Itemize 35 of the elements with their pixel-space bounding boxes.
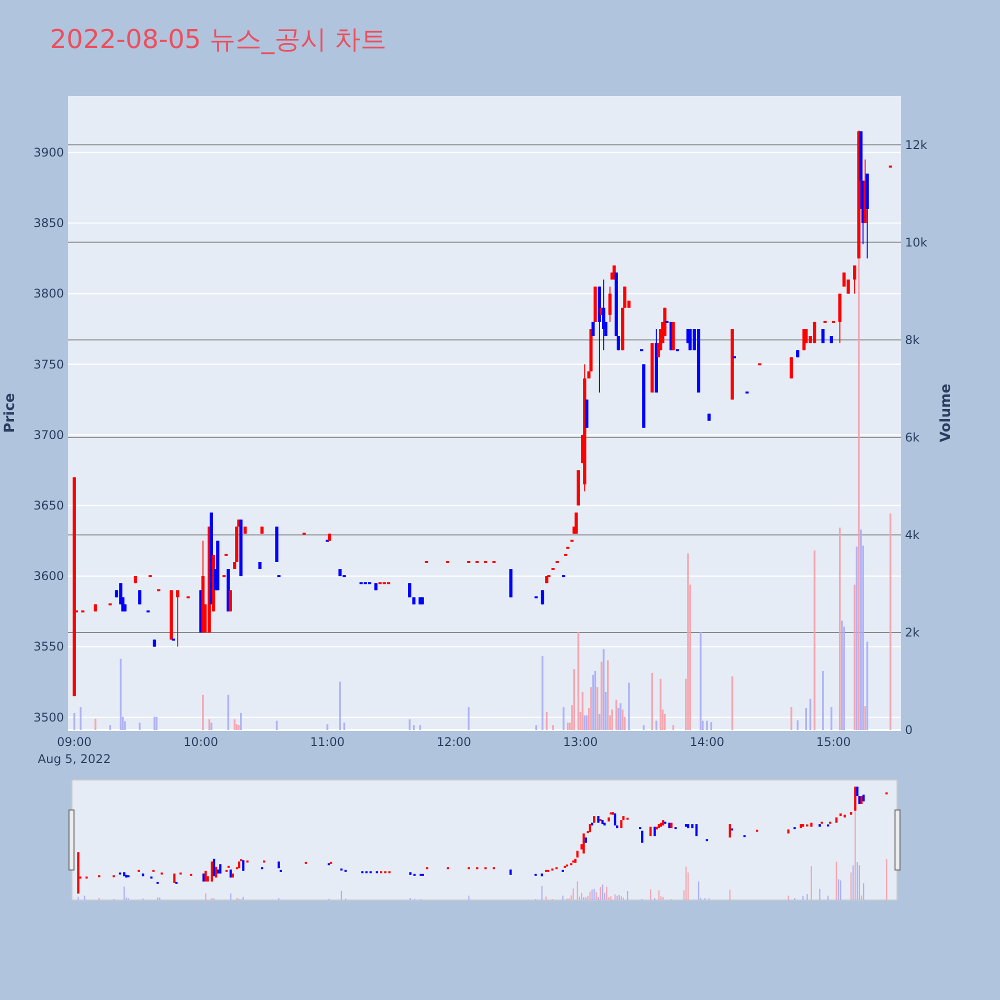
candlestick — [608, 286, 612, 322]
y-axis-title: Price — [2, 393, 18, 433]
candlestick — [228, 590, 232, 612]
y-tick-label: 3600 — [33, 569, 64, 584]
candlestick — [138, 590, 142, 605]
candlestick — [540, 590, 544, 605]
y2-tick-label: 2k — [905, 625, 920, 640]
text: Aug 5, 2022 — [38, 752, 111, 766]
y2-tick-label: 8k — [905, 332, 920, 347]
x-tick-label: 13:00 — [563, 735, 598, 749]
y2-tick-label: 6k — [905, 430, 920, 444]
candlestick — [176, 590, 180, 648]
chart-title: 2022-08-05 뉴스_공시 차트 — [50, 25, 387, 55]
y2-tick-label: 12k — [905, 138, 928, 152]
y-tick-label: 3800 — [33, 286, 64, 301]
candlestick — [853, 264, 856, 294]
y-tick-label: 3900 — [33, 145, 64, 160]
x-tick-label: 14:00 — [690, 735, 724, 749]
x-tick-label: 11:00 — [310, 735, 345, 749]
y2-tick-label: 10k — [905, 235, 928, 250]
x-tick-label: 10:00 — [184, 735, 218, 749]
y2-axis-title: Volume — [938, 384, 954, 442]
candlestick — [408, 582, 412, 598]
y-tick-label: 3850 — [33, 216, 64, 230]
y-tick-label: 3650 — [33, 498, 64, 512]
y-tick-label: 3700 — [33, 428, 64, 442]
candlestick — [790, 356, 793, 379]
x-tick-label: 15:00 — [816, 735, 851, 749]
y-tick-label: 3750 — [33, 357, 64, 372]
y2-tick-label: 0 — [905, 723, 913, 737]
y2-tick-label: 4k — [905, 528, 920, 542]
y-tick-label: 3550 — [33, 640, 64, 654]
x-tick-label: 09:00 — [57, 735, 92, 749]
y-tick-label: 3500 — [33, 710, 64, 724]
x-tick-label: 12:00 — [436, 735, 472, 749]
